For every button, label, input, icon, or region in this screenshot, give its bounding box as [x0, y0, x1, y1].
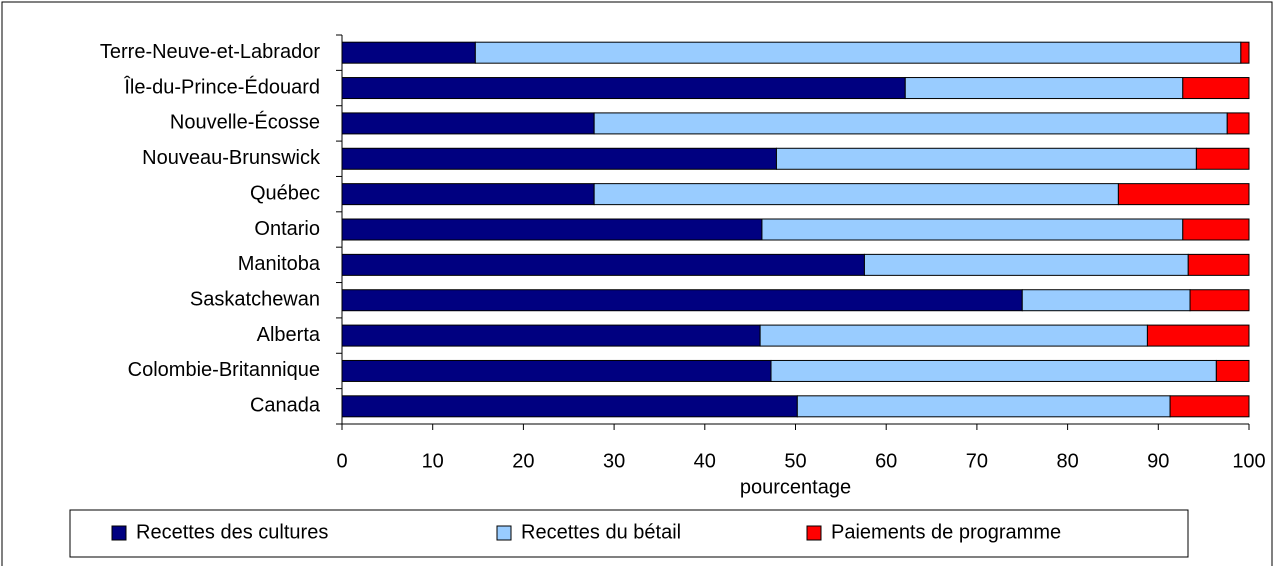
x-tick-label: 30 — [603, 450, 625, 472]
bar-segment — [593, 183, 1119, 206]
y-tick-label: Saskatchewan — [190, 289, 320, 311]
legend-label: Paiements de programme — [831, 521, 1061, 543]
y-tick-label: Nouvelle-Écosse — [170, 111, 320, 134]
x-tick-label: 100 — [1232, 450, 1265, 472]
legend-swatch — [111, 525, 127, 541]
bar-segment — [593, 112, 1228, 135]
y-tick-label: Ontario — [254, 218, 320, 240]
bar-segment — [904, 77, 1184, 100]
bar-segment — [341, 77, 906, 100]
bar-segment — [474, 41, 1242, 64]
bar-segment — [1189, 289, 1250, 312]
bar-segment — [759, 324, 1148, 347]
bar-segment — [775, 147, 1197, 170]
bar-segment — [1182, 77, 1250, 100]
bar-segment — [341, 112, 595, 135]
legend-label: Recettes du bétail — [521, 521, 681, 543]
y-tick-label: Alberta — [257, 324, 321, 346]
y-tick-label: Nouveau-Brunswick — [142, 147, 321, 169]
legend-box — [69, 509, 1189, 558]
bar-segment — [341, 359, 772, 382]
bar-segment — [1146, 324, 1250, 347]
bar-segment — [1215, 359, 1250, 382]
bar-segment — [341, 289, 1023, 312]
bar-segment — [341, 253, 865, 276]
bar-segment — [341, 324, 761, 347]
x-tick-label: 20 — [512, 450, 534, 472]
x-axis-label: pourcentage — [740, 476, 851, 498]
legend-swatch — [496, 525, 512, 541]
bar-segment — [341, 147, 777, 170]
x-tick-label: 50 — [784, 450, 806, 472]
x-tick-label: 80 — [1056, 450, 1078, 472]
bar-segment — [341, 41, 476, 64]
bar-segment — [1240, 41, 1250, 64]
x-tick-label: 40 — [694, 450, 716, 472]
y-tick-label: Colombie-Britannique — [128, 359, 320, 381]
bar-segment — [863, 253, 1189, 276]
bar-segment — [1195, 147, 1250, 170]
x-tick-label: 90 — [1147, 450, 1169, 472]
bar-segment — [761, 218, 1184, 241]
bar-segment — [1226, 112, 1250, 135]
legend-swatch — [806, 525, 822, 541]
y-tick-label: Terre-Neuve-et-Labrador — [100, 41, 320, 63]
y-tick-label: Québec — [250, 182, 320, 204]
legend-label: Recettes des cultures — [136, 521, 328, 543]
bar-segment — [796, 395, 1171, 418]
x-tick-label: 10 — [422, 450, 444, 472]
bar-segment — [1021, 289, 1191, 312]
y-tick-label: Île-du-Prince-Édouard — [123, 75, 320, 98]
bar-segment — [770, 359, 1217, 382]
y-tick-label: Manitoba — [238, 253, 321, 275]
bar-segment — [341, 395, 798, 418]
bar-segment — [1117, 183, 1250, 206]
bar-segment — [1169, 395, 1250, 418]
bar-segment — [1182, 218, 1250, 241]
bar-segment — [341, 218, 763, 241]
bar-segment — [1187, 253, 1250, 276]
y-tick-label: Canada — [250, 395, 321, 417]
x-tick-label: 0 — [336, 450, 347, 472]
bar-segment — [341, 183, 595, 206]
x-tick-label: 60 — [875, 450, 897, 472]
x-tick-label: 70 — [966, 450, 988, 472]
